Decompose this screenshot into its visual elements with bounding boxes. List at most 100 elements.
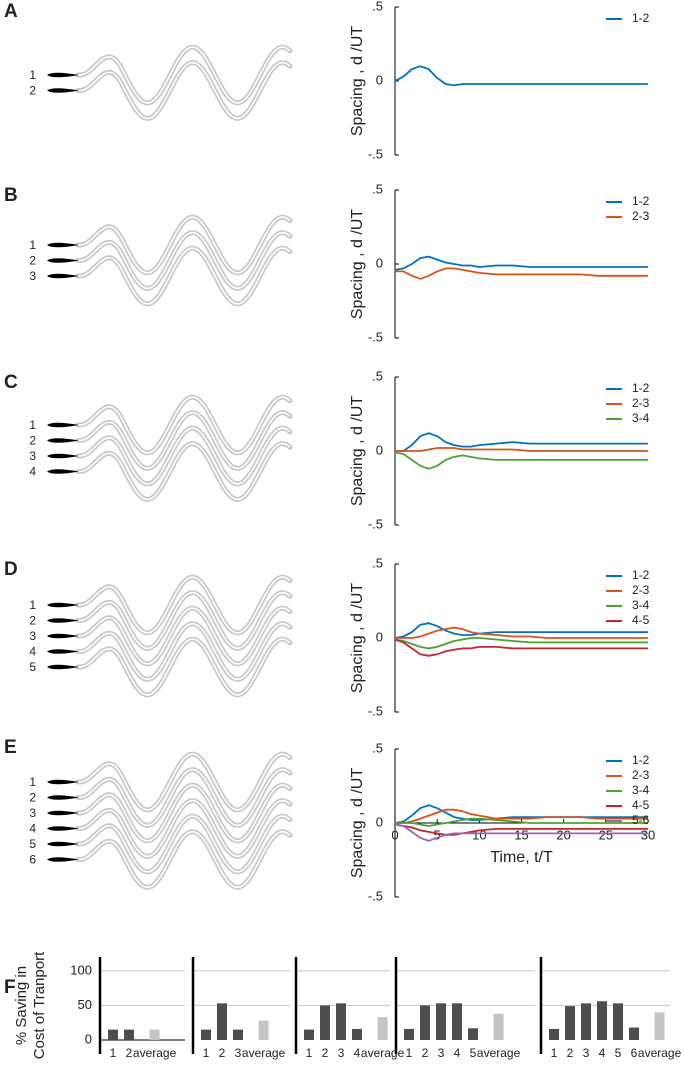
bar <box>420 1005 430 1040</box>
x-tick-label: 1 <box>306 1046 313 1060</box>
foil <box>47 242 79 248</box>
series-line <box>395 626 648 639</box>
wake-inner <box>78 576 291 634</box>
panel-label: B <box>4 185 18 206</box>
series-line <box>395 447 648 452</box>
wake-inner <box>78 46 291 104</box>
wake-inner <box>78 607 291 665</box>
wake-inner <box>78 247 291 305</box>
y-tick-label: -.5 <box>368 329 383 344</box>
foil <box>47 273 79 279</box>
y-axis-label: Spacing , d /UT <box>349 583 366 694</box>
bar <box>217 1003 227 1040</box>
series-line <box>394 451 648 470</box>
legend-label: 4-5 <box>632 798 650 812</box>
panel-label: F <box>4 977 16 998</box>
foil <box>47 422 79 428</box>
fish-label: 1 <box>29 775 36 789</box>
bar <box>565 1006 575 1040</box>
fish-label: 2 <box>29 614 36 628</box>
bar <box>149 1029 160 1040</box>
x-tick-label: average <box>638 1046 682 1060</box>
foil <box>47 453 79 459</box>
foil <box>47 438 79 443</box>
x-tick-label: 3 <box>583 1046 590 1060</box>
x-tick-label: 2 <box>322 1046 329 1060</box>
wake <box>75 829 293 890</box>
x-tick-label: 15 <box>514 827 528 842</box>
wake <box>75 245 293 307</box>
y-tick-label: 0 <box>376 442 383 457</box>
wake-inner <box>78 427 291 485</box>
foil <box>47 826 79 831</box>
bar <box>304 1029 314 1040</box>
bar <box>452 1003 462 1040</box>
y-tick-label: 50 <box>78 997 92 1012</box>
bar <box>468 1028 478 1040</box>
fish-label: 4 <box>29 645 36 659</box>
legend-label: 2-3 <box>632 209 650 223</box>
fish-label: 5 <box>29 837 36 851</box>
legend-label: 1-2 <box>632 11 650 25</box>
wake-inner <box>78 216 291 274</box>
x-tick-label: average <box>133 1046 177 1060</box>
foil <box>47 88 79 93</box>
wake-inner <box>78 638 291 696</box>
x-tick-label: 1 <box>406 1046 413 1060</box>
legend-label: 5-6 <box>632 813 650 827</box>
bar <box>377 1017 388 1040</box>
fish-label: 1 <box>29 598 36 612</box>
fish-label: 1 <box>29 418 36 432</box>
bar <box>233 1029 243 1040</box>
x-tick-label: 3 <box>235 1046 242 1060</box>
legend-label: 2-3 <box>632 583 650 597</box>
y-tick-label: -.5 <box>368 888 383 903</box>
bar <box>124 1029 134 1040</box>
fish-label: 2 <box>29 434 36 448</box>
wake-inner <box>78 591 291 650</box>
series-line <box>395 808 648 824</box>
y-tick-label: .5 <box>372 0 383 13</box>
legend-label: 4-5 <box>632 613 650 627</box>
bar <box>549 1028 559 1040</box>
series-line <box>394 255 648 271</box>
y-tick-label: -.5 <box>368 703 383 718</box>
y-tick-label: .5 <box>372 368 383 383</box>
wake-inner <box>78 411 291 470</box>
x-tick-label: 2 <box>219 1046 226 1060</box>
bar <box>436 1003 446 1040</box>
fish-label: 1 <box>29 238 36 252</box>
bar <box>108 1029 118 1040</box>
wake <box>75 60 293 121</box>
x-tick-label: 20 <box>556 827 570 842</box>
foil <box>47 602 79 608</box>
bar <box>320 1005 330 1040</box>
wake <box>75 441 293 502</box>
fish-label: 4 <box>29 465 36 479</box>
panel-label: D <box>4 559 18 580</box>
wake <box>75 636 293 698</box>
x-tick-label: 2 <box>567 1046 574 1060</box>
legend-label: 2-3 <box>632 768 650 782</box>
y-axis-label: Cost of Tranport <box>31 951 48 1059</box>
wake-inner <box>78 768 291 827</box>
panel-label: C <box>4 372 18 393</box>
x-tick-label: average <box>477 1046 521 1060</box>
x-tick-label: average <box>361 1046 405 1060</box>
legend-label: 1-2 <box>632 381 650 395</box>
y-axis-label: Spacing , d /UT <box>349 209 366 320</box>
fish-label: 2 <box>29 84 36 98</box>
bar <box>629 1027 639 1040</box>
x-tick-label: 25 <box>599 827 613 842</box>
fish-label: 2 <box>29 791 36 805</box>
x-tick-label: 30 <box>641 827 655 842</box>
legend-label: 3-4 <box>632 411 650 425</box>
y-axis-label: Spacing , d /UT <box>349 26 366 137</box>
legend-label: 3-4 <box>632 598 650 612</box>
bar <box>404 1028 414 1040</box>
fish-label: 4 <box>29 822 36 836</box>
legend-label: 1-2 <box>632 568 650 582</box>
wake-inner <box>78 753 291 811</box>
series-line <box>394 804 648 824</box>
